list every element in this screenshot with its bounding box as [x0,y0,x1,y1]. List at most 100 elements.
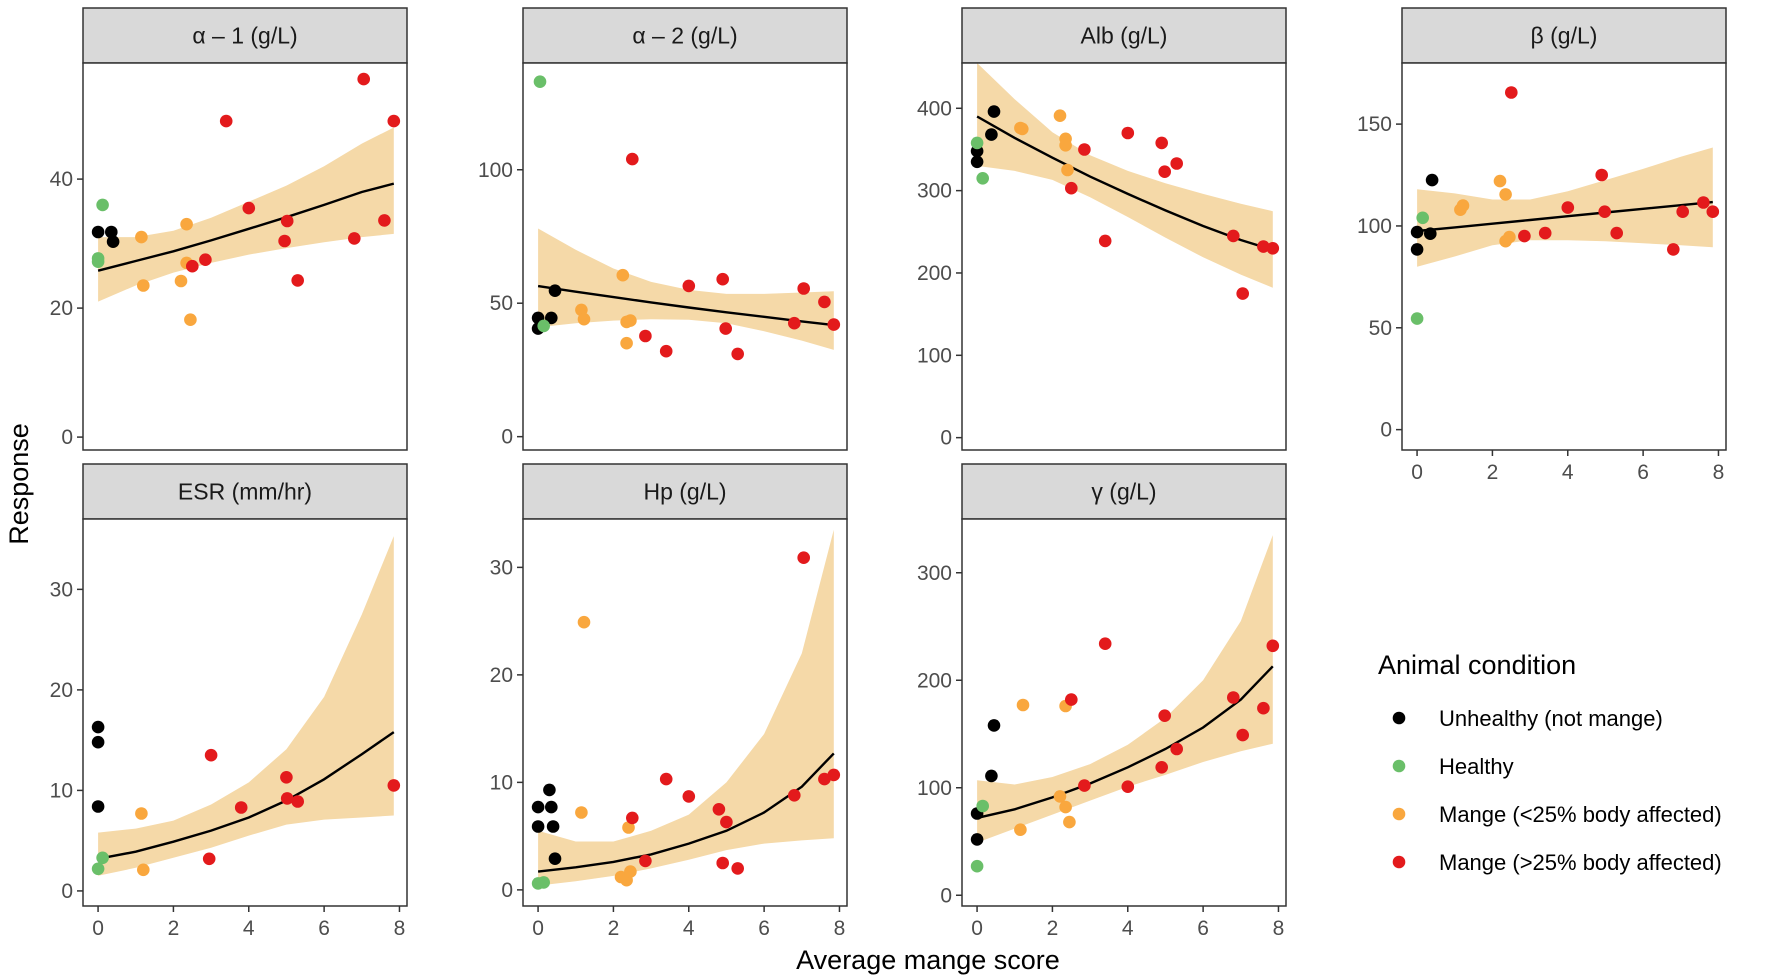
data-point-unhealthy [543,783,556,797]
facet-strip-title: α – 2 (g/L) [632,23,737,49]
data-point-mange_high [291,274,305,287]
panel-border [522,518,848,907]
data-point-mange_low [620,336,633,350]
data-point-mange_high [716,856,729,870]
y-tick-label: 10 [50,779,73,802]
data-point-unhealthy [985,128,998,141]
facet-strip [82,463,408,520]
legend-title: Animal condition [1378,650,1576,680]
facet-strip [82,7,408,64]
data-point-mange_high [199,253,212,266]
data-point-mange_low [1059,800,1072,814]
legend-key [1392,711,1406,725]
data-point-mange_high [242,201,256,215]
data-point-mange_low [575,806,588,819]
data-point-mange_high [186,259,199,273]
data-point-mange_high [682,790,696,803]
data-point-mange_high [1595,168,1608,182]
x-tick-label: 4 [1562,461,1574,484]
facet-strip [522,463,848,520]
data-point-mange_high [818,295,831,309]
data-point-mange_low [616,268,630,282]
facet-panel: Alb (g/L) 0 100 200 300 400 [917,7,1287,451]
facet-strip [961,7,1287,64]
data-point-healthy [1416,211,1429,225]
y-tick-label: 30 [490,556,513,579]
y-tick-label: 200 [917,669,952,692]
data-point-mange_high [1236,287,1249,300]
data-point-mange_high [1538,226,1552,240]
data-point-mange_high [1518,229,1531,243]
facet-strip-title: β (g/L) [1531,23,1598,49]
data-point-mange_high [234,801,248,814]
x-axis-title: Average mange score [796,945,1060,975]
data-point-mange_high [1121,126,1135,140]
x-tick-label: 2 [608,917,620,940]
facet-strip-title: ESR (mm/hr) [178,479,312,505]
y-axis-title: Response [4,423,34,545]
data-point-unhealthy [106,235,120,248]
y-tick-label: 100 [917,777,952,800]
facet-panel: ESR (mm/hr) 0 10 20 30 0 2 4 6 8 [50,463,408,940]
data-point-mange_high [659,344,673,358]
legend-key [1392,855,1406,869]
data-point-healthy [91,862,105,876]
data-point-unhealthy [91,800,105,813]
data-point-mange_low [137,863,150,877]
data-point-healthy [970,859,984,873]
data-point-mange_high [731,347,744,361]
x-tick-label: 4 [243,917,255,940]
data-point-mange_high [1257,701,1270,715]
data-point-unhealthy [1410,243,1424,256]
data-point-unhealthy [105,225,118,239]
data-point-mange_high [788,789,801,802]
data-point-mange_high [719,322,732,335]
x-tick-label: 0 [1411,461,1423,484]
confidence-ribbon [98,536,394,876]
data-point-mange_high [1676,205,1689,218]
data-point-healthy [96,198,109,212]
x-tick-label: 8 [1713,461,1725,484]
y-tick-label: 50 [490,292,513,315]
data-point-mange_high [1227,229,1240,243]
data-point-mange_low [1456,199,1470,212]
data-point-unhealthy [1425,173,1439,187]
data-point-unhealthy [1424,227,1437,240]
data-point-mange_high [731,862,744,875]
data-point-mange_high [219,114,233,128]
y-tick-label: 0 [61,426,73,449]
y-tick-label: 0 [61,880,73,903]
data-point-unhealthy [531,800,545,814]
data-point-mange_high [1078,143,1091,156]
data-point-unhealthy [545,311,558,325]
data-point-healthy [96,851,109,865]
data-point-mange_high [204,748,218,762]
facet-panel: α – 1 (g/L) 0 20 40 [50,7,408,451]
confidence-ribbon [977,63,1273,288]
x-tick-label: 6 [1197,917,1209,940]
data-point-mange_high [659,772,673,786]
y-tick-label: 300 [917,562,952,585]
y-tick-label: 100 [1357,215,1392,238]
data-point-mange_high [1227,691,1240,704]
data-point-unhealthy [531,820,545,833]
data-point-mange_high [797,551,810,564]
data-point-mange_high [1610,226,1623,240]
data-point-mange_high [348,232,361,245]
x-tick-label: 6 [318,917,330,940]
x-tick-label: 4 [1122,917,1134,940]
y-tick-label: 300 [917,180,952,203]
y-tick-label: 40 [50,168,73,191]
data-point-healthy [537,876,550,889]
data-point-unhealthy [546,820,560,833]
x-tick-label: 8 [834,917,846,940]
data-point-mange_low [184,313,197,327]
data-point-mange_low [577,615,591,629]
facet-panel: β (g/L) 0 50 100 150 0 2 4 6 8 [1357,7,1727,484]
data-point-mange_low [137,279,150,292]
y-tick-label: 0 [940,884,952,907]
y-tick-label: 200 [917,262,952,285]
data-point-healthy [533,75,547,88]
data-point-mange_high [278,234,291,248]
